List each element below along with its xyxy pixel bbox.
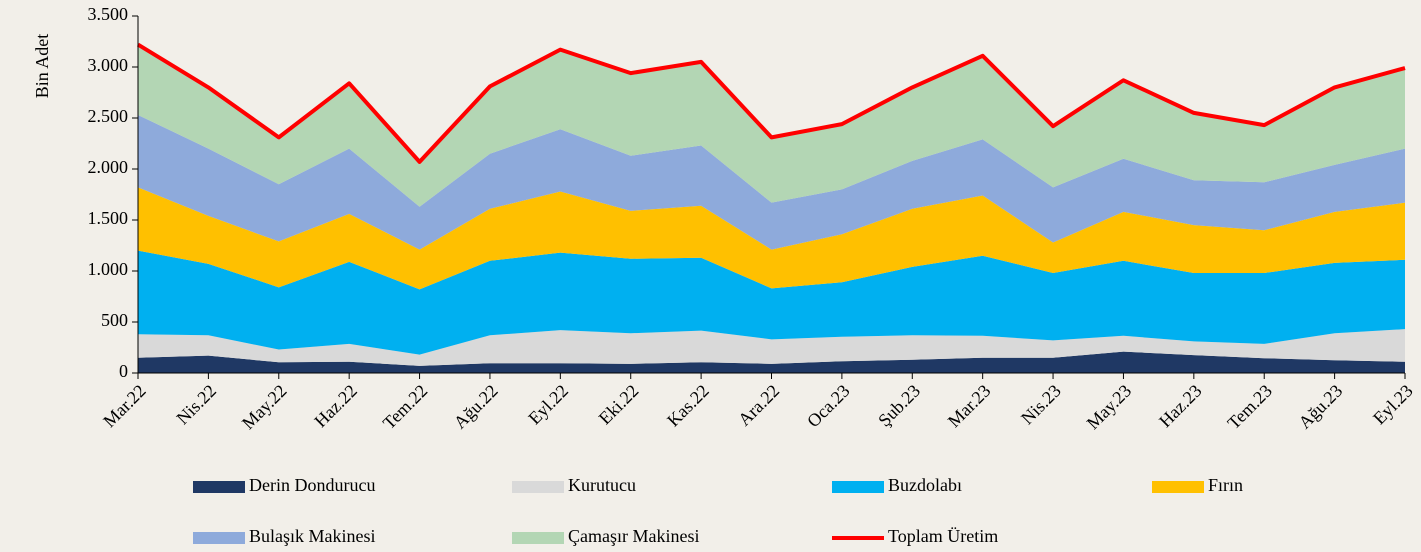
y-axis-label: Bin Adet [32, 34, 52, 99]
y-tick-label: 3.500 [88, 4, 129, 24]
x-tick-label: Nis.23 [1017, 381, 1065, 429]
x-tick-label: Haz.22 [310, 381, 361, 432]
x-tick-label: Eki.22 [595, 381, 643, 429]
legend-swatch [832, 481, 884, 493]
x-tick-label: Ağu.23 [1294, 381, 1346, 433]
legend-swatch [512, 532, 564, 544]
area [138, 250, 1405, 355]
legend-swatch [512, 481, 564, 493]
y-tick-label: 2.500 [88, 106, 129, 126]
area [138, 351, 1405, 373]
y-tick-label: 500 [101, 310, 128, 330]
x-tick-label: Kas.22 [663, 381, 713, 431]
x-tick-label: Mar.22 [99, 381, 150, 432]
total-line [136, 42, 1406, 164]
x-tick-label: Eyl.22 [524, 381, 572, 429]
x-tick-label: Ağu.22 [450, 381, 502, 433]
legend-label: Bulaşık Makinesi [249, 526, 376, 546]
legend-swatch [193, 481, 245, 493]
x-tick-label: Tem.23 [1223, 381, 1275, 433]
legend-label: Fırın [1208, 475, 1243, 495]
x-tick-label: Haz.23 [1155, 381, 1206, 432]
legend-swatch [193, 532, 245, 544]
legend-label: Derin Dondurucu [249, 475, 375, 495]
legend-label: Toplam Üretim [888, 526, 998, 546]
x-tick-label: Mar.23 [944, 381, 995, 432]
y-tick-label: 1.000 [88, 259, 129, 279]
y-tick-label: 0 [119, 361, 128, 381]
area [138, 187, 1405, 290]
x-tick-label: Ara.22 [734, 381, 783, 430]
area [138, 44, 1405, 207]
x-tick-label: May.23 [1083, 381, 1136, 434]
y-tick-label: 2.000 [88, 157, 129, 177]
x-tick-label: Oca.23 [803, 381, 854, 432]
legend-label: Kurutucu [568, 475, 636, 495]
area [138, 329, 1405, 366]
x-tick-label: Nis.22 [172, 381, 220, 429]
y-tick-label: 1.500 [88, 208, 129, 228]
x-tick-label: Eyl.23 [1369, 381, 1417, 429]
y-tick-label: 3.000 [88, 55, 129, 75]
legend-label: Çamaşır Makinesi [568, 526, 699, 546]
x-tick-label: Şub.23 [874, 381, 924, 431]
x-tick-label: Tem.22 [379, 381, 431, 433]
legend-label: Buzdolabı [888, 475, 962, 495]
area [138, 114, 1405, 250]
x-tick-label: May.22 [238, 381, 291, 434]
legend-swatch [1152, 481, 1204, 493]
